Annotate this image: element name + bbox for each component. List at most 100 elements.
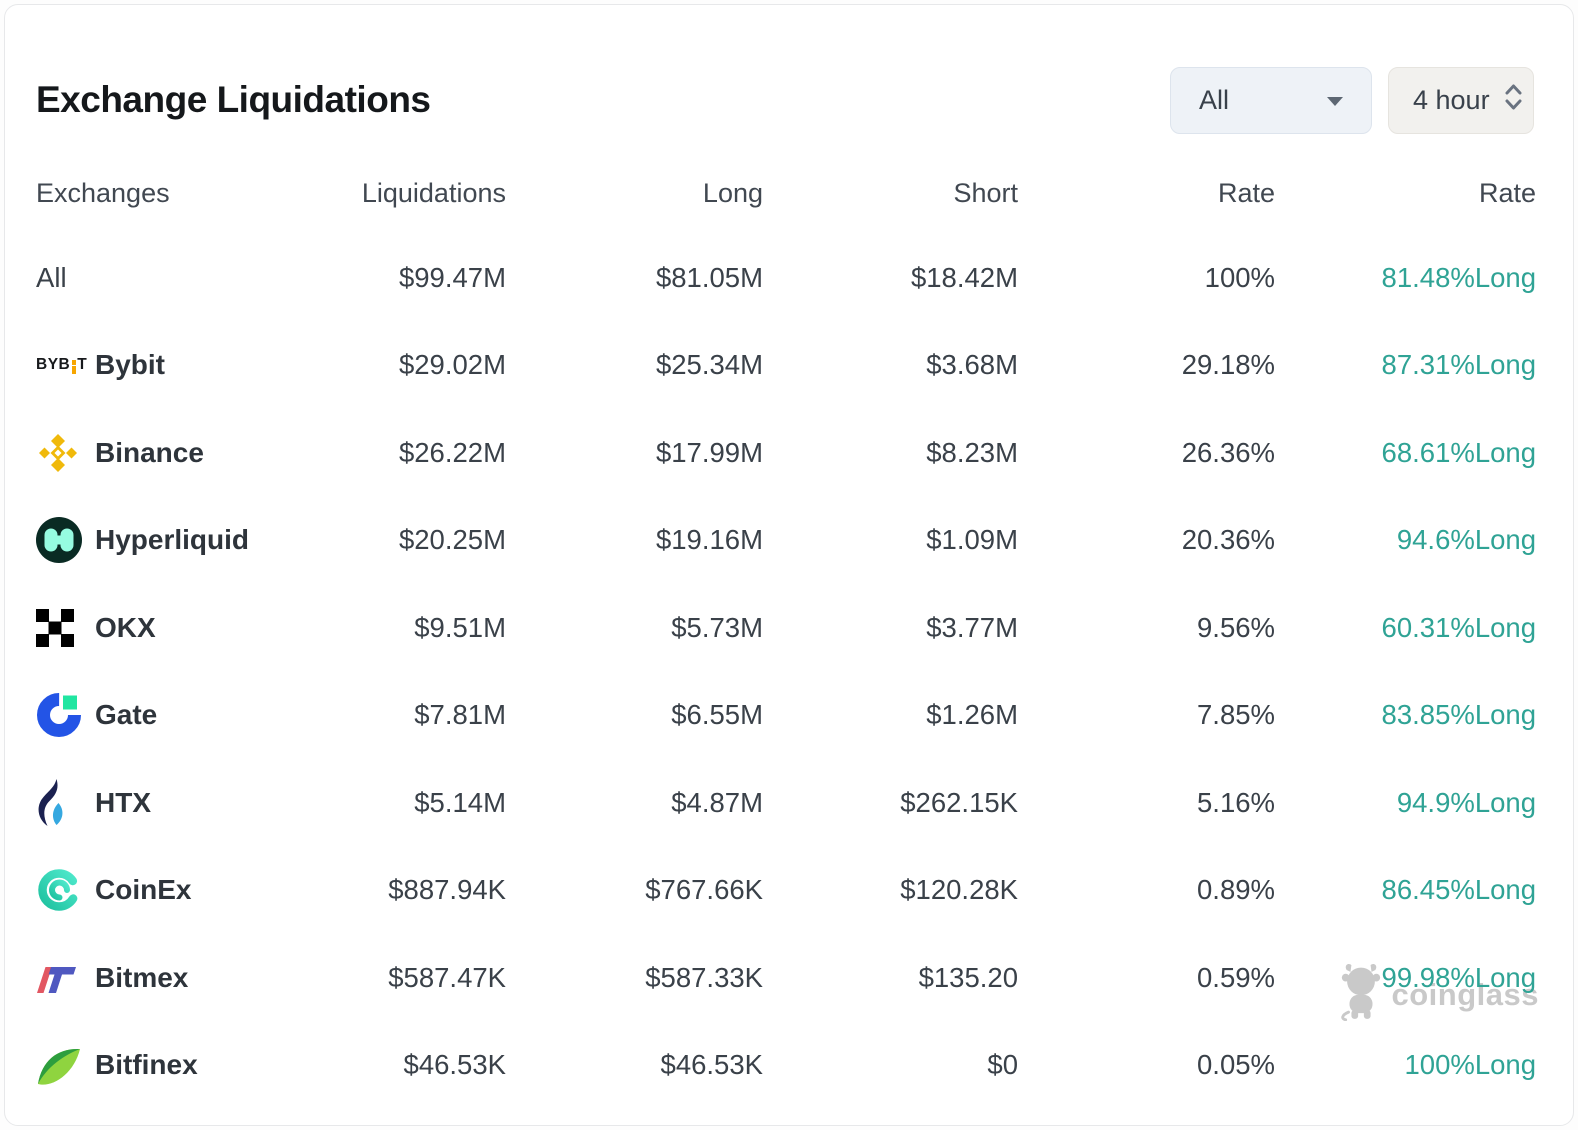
long-value: $17.99M (655, 436, 763, 468)
symbol-filter-value: All (1199, 85, 1230, 115)
exchange-name: Gate (95, 699, 158, 731)
short-value: $1.09M (926, 524, 1018, 556)
col-header-rate[interactable]: Rate (1217, 177, 1275, 208)
long-rate-value: 99.98%Long (1381, 961, 1536, 993)
short-value: $0 (987, 1049, 1018, 1081)
short-value: $1.26M (926, 699, 1018, 731)
okx-logo-icon (36, 608, 86, 647)
long-rate-value: 100%Long (1404, 1049, 1536, 1081)
long-value: $81.05M (655, 261, 763, 293)
exchange-liquidations-card: Exchange Liquidations All 4 hour Exchang… (4, 4, 1574, 1126)
rate-value: 9.56% (1197, 611, 1275, 643)
long-value: $25.34M (655, 349, 763, 381)
col-header-long[interactable]: Long (702, 177, 763, 208)
liquidations-value: $7.81M (414, 699, 506, 731)
short-value: $135.20 (918, 961, 1018, 993)
liquidations-value: $46.53K (403, 1049, 506, 1081)
rate-value: 20.36% (1181, 524, 1275, 556)
liquidations-value: $99.47M (398, 261, 506, 293)
table-header-row: Exchanges Liquidations Long Short Rate R… (36, 173, 1536, 213)
long-rate-value: 81.48%Long (1381, 261, 1536, 293)
table-row[interactable]: All $99.47M $81.05M $18.42M 100% 81.48%L… (36, 234, 1536, 322)
long-value: $19.16M (655, 524, 763, 556)
exchange-name: Bybit (95, 349, 165, 381)
long-rate-value: 94.6%Long (1396, 524, 1536, 556)
short-value: $120.28K (900, 874, 1018, 906)
short-value: $262.15K (900, 786, 1018, 818)
rate-value: 7.85% (1197, 699, 1275, 731)
binance-logo-icon (36, 431, 86, 475)
exchange-cell: Bitmex (36, 962, 266, 994)
htx-logo-icon (36, 778, 86, 827)
table-body: All $99.47M $81.05M $18.42M 100% 81.48%L… (36, 234, 1536, 1109)
long-value: $767.66K (645, 874, 763, 906)
table-row[interactable]: BYB T Bybit $29.02M $25.34M $3.68M 29.18%… (36, 322, 1536, 410)
table-row[interactable]: Bitmex $587.47K $587.33K $135.20 0.59% 9… (36, 934, 1536, 1022)
symbol-filter-select[interactable]: All (1170, 67, 1372, 134)
exchange-name: All (36, 261, 67, 293)
card-header: Exchange Liquidations All 4 hour (5, 5, 1573, 134)
bitfinex-logo-icon (36, 1044, 86, 1086)
liquidations-value: $26.22M (398, 436, 506, 468)
liquidations-value: $9.51M (414, 611, 506, 643)
long-rate-value: 87.31%Long (1381, 349, 1536, 381)
table-row[interactable]: Gate $7.81M $6.55M $1.26M 7.85% 83.85%Lo… (36, 672, 1536, 760)
short-value: $8.23M (926, 436, 1018, 468)
long-rate-value: 83.85%Long (1381, 699, 1536, 731)
gate-logo-icon (36, 692, 86, 738)
rate-value: 5.16% (1197, 786, 1275, 818)
exchange-cell: Gate (36, 692, 266, 738)
table-row[interactable]: Hyperliquid $20.25M $19.16M $1.09M 20.36… (36, 497, 1536, 585)
short-value: $3.77M (926, 611, 1018, 643)
col-header-liquidations[interactable]: Liquidations (361, 177, 506, 208)
long-value: $6.55M (671, 699, 763, 731)
interval-select[interactable]: 4 hour (1388, 67, 1534, 134)
page-title: Exchange Liquidations (36, 79, 431, 120)
exchange-cell: HTX (36, 778, 266, 827)
interval-value: 4 hour (1413, 85, 1490, 115)
exchange-name: Bitfinex (95, 1049, 198, 1081)
short-value: $18.42M (910, 261, 1018, 293)
bitmex-logo-icon (36, 962, 86, 994)
col-header-short[interactable]: Short (953, 177, 1018, 208)
long-rate-value: 86.45%Long (1381, 874, 1536, 906)
hyperliquid-logo-icon (36, 517, 86, 564)
liquidations-value: $5.14M (414, 786, 506, 818)
rate-value: 0.05% (1197, 1049, 1275, 1081)
long-rate-value: 94.9%Long (1396, 786, 1536, 818)
exchange-name: HTX (95, 786, 151, 818)
long-value: $587.33K (645, 961, 763, 993)
long-value: $4.87M (671, 786, 763, 818)
rate-value: 26.36% (1181, 436, 1275, 468)
table-row[interactable]: CoinEx $887.94K $767.66K $120.28K 0.89% … (36, 847, 1536, 935)
exchange-name: Bitmex (95, 961, 189, 993)
exchange-cell: CoinEx (36, 867, 266, 913)
table-row[interactable]: OKX $9.51M $5.73M $3.77M 9.56% 60.31%Lon… (36, 584, 1536, 672)
table-row[interactable]: HTX $5.14M $4.87M $262.15K 5.16% 94.9%Lo… (36, 759, 1536, 847)
exchange-cell: BYB T Bybit (36, 349, 266, 381)
liquidations-value: $29.02M (398, 349, 506, 381)
table-row[interactable]: Binance $26.22M $17.99M $8.23M 26.36% 68… (36, 409, 1536, 497)
exchange-cell: Binance (36, 431, 266, 475)
exchange-cell: All (36, 262, 266, 294)
col-header-long-rate[interactable]: Rate (1478, 177, 1536, 208)
liquidations-value: $887.94K (388, 874, 506, 906)
liquidations-table: Exchanges Liquidations Long Short Rate R… (5, 173, 1573, 1109)
coinex-logo-icon (36, 867, 86, 913)
caret-down-icon (1327, 96, 1343, 106)
rate-value: 29.18% (1181, 349, 1275, 381)
rate-value: 100% (1204, 261, 1275, 293)
col-header-exchanges[interactable]: Exchanges (36, 177, 170, 208)
long-value: $46.53K (660, 1049, 763, 1081)
table-row[interactable]: Bitfinex $46.53K $46.53K $0 0.05% 100%Lo… (36, 1022, 1536, 1110)
exchange-cell: Hyperliquid (36, 517, 266, 564)
exchange-name: CoinEx (95, 874, 192, 906)
updown-chevrons-icon (1504, 82, 1523, 119)
long-rate-value: 60.31%Long (1381, 611, 1536, 643)
liquidations-value: $587.47K (388, 961, 506, 993)
header-controls: All 4 hour (1170, 67, 1534, 134)
exchange-name: Hyperliquid (95, 524, 250, 556)
rate-value: 0.59% (1197, 961, 1275, 993)
rate-value: 0.89% (1197, 874, 1275, 906)
exchange-name: OKX (95, 611, 156, 643)
